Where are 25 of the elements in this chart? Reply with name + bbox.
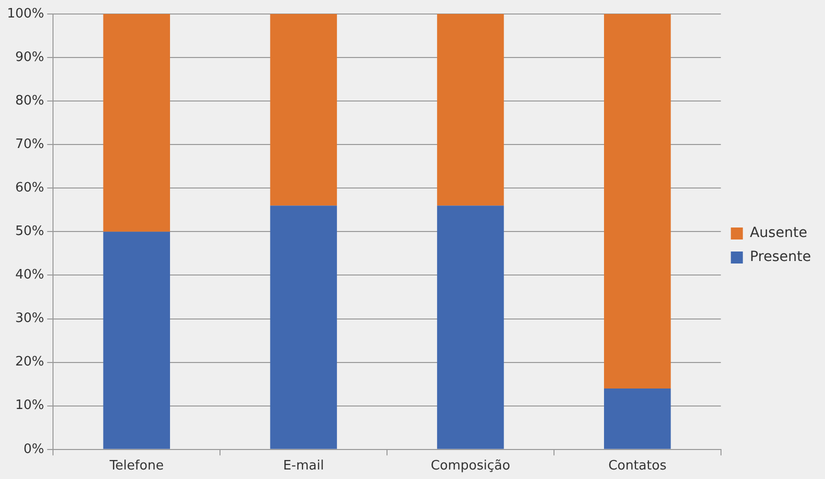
y-tick-label: 0% <box>24 442 44 457</box>
bar <box>103 232 170 449</box>
y-tick-label: 50% <box>15 224 44 240</box>
x-tick-label: Telefone <box>108 458 164 474</box>
y-tick-label: 20% <box>15 354 44 370</box>
legend-label: Presente <box>750 249 811 266</box>
y-tick-label: 60% <box>15 180 44 196</box>
bar <box>270 206 337 449</box>
legend-label: Ausente <box>750 225 808 242</box>
y-tick-label: 40% <box>15 268 44 283</box>
bar <box>604 388 671 449</box>
bar <box>437 14 504 206</box>
y-tick-label: 10% <box>15 398 44 414</box>
bar <box>270 14 337 206</box>
y-tick-label: 90% <box>15 50 44 65</box>
y-tick-label: 80% <box>15 93 44 108</box>
x-tick-label: Contatos <box>608 458 667 474</box>
bar <box>604 14 671 388</box>
x-tick-label: Composição <box>430 458 510 474</box>
bar <box>103 14 170 232</box>
y-tick-label: 70% <box>15 136 44 152</box>
bar <box>437 206 504 449</box>
x-tick-label: E-mail <box>283 458 324 474</box>
y-tick-label: 100% <box>6 6 44 22</box>
y-tick-label: 30% <box>15 311 44 326</box>
